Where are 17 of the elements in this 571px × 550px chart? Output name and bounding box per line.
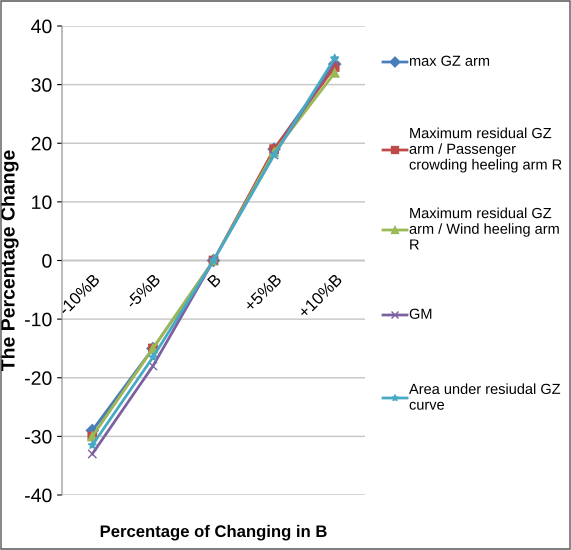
legend-label: Maximum residual GZ arm / Wind heeling arm R <box>410 207 559 250</box>
y-tick-label: -10 <box>25 312 52 326</box>
legend-label: max GZ arm <box>410 56 490 66</box>
legend-label: GM <box>410 308 432 319</box>
y-tick-label: 30 <box>31 78 52 92</box>
y-tick-label: 10 <box>32 195 52 210</box>
y-tick-label: -20 <box>25 371 52 385</box>
x-axis-title: Percentage of Changing in B <box>100 524 327 540</box>
y-tick-label: -40 <box>25 488 52 502</box>
legend-label: Maximum residual GZ arm / Passenger crowding heeling arm R <box>410 127 562 173</box>
y-tick-label: 20 <box>32 136 52 150</box>
x-tick-label: B <box>207 273 222 288</box>
y-tick-label: -30 <box>25 430 52 444</box>
y-axis-title: The Percentage Change <box>0 150 19 372</box>
y-tick-label: 40 <box>31 19 52 34</box>
y-tick-label: 0 <box>42 254 52 268</box>
legend-label: Area under resiudal GZ curve <box>409 383 560 410</box>
